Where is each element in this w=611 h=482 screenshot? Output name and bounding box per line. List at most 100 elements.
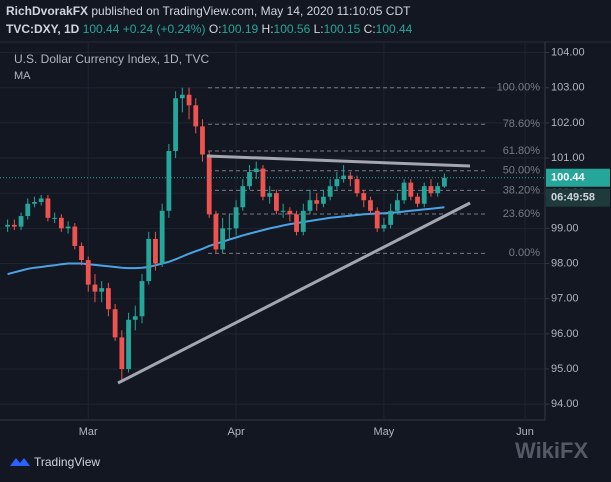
candle-body <box>186 94 192 106</box>
candle-body <box>368 200 373 211</box>
ohlc-key: L: <box>314 22 324 36</box>
fib-label: 38.20% <box>503 184 541 196</box>
change: +0.24 (+0.24%) <box>123 22 206 36</box>
candle-body <box>153 238 158 264</box>
candle-body <box>314 200 320 204</box>
brand: TradingView <box>34 455 100 469</box>
candle-body <box>106 288 111 310</box>
fib-label: 61.80% <box>503 145 541 157</box>
candle-body <box>300 210 306 232</box>
candle-body <box>11 224 17 227</box>
candle-body <box>18 216 24 227</box>
last-price-box <box>546 168 610 187</box>
x-tick-label: Apr <box>228 426 245 438</box>
x-tick-label: Mar <box>79 426 98 438</box>
candle-body <box>85 260 91 285</box>
candle-body <box>274 193 279 211</box>
candle-body <box>253 168 259 173</box>
candle-body <box>267 193 273 197</box>
candle-body <box>206 154 212 215</box>
candle-body <box>72 226 78 246</box>
candle-body <box>240 186 246 208</box>
trend-line <box>117 201 471 385</box>
candle-body <box>421 186 427 204</box>
countdown: 06:49:58 <box>551 192 595 204</box>
fib-label: 100.00% <box>497 82 541 94</box>
y-tick-label: 98.00 <box>551 257 579 269</box>
candle-body <box>38 198 44 202</box>
x-tick-label: May <box>374 426 395 438</box>
ohlc-key: O: <box>209 22 222 36</box>
candle-body <box>92 284 98 292</box>
countdown-box <box>546 188 610 207</box>
x-tick-label: Jun <box>516 426 534 438</box>
candle-body <box>200 126 205 155</box>
y-tick-label: 95.00 <box>551 363 579 375</box>
ohlc-key: C: <box>364 22 376 36</box>
candle-body <box>112 309 118 338</box>
candle-body <box>307 200 313 211</box>
y-tick-label: 104.00 <box>551 46 585 58</box>
candle-body <box>52 217 58 219</box>
candle-body <box>341 175 346 180</box>
candle-body <box>220 228 226 250</box>
trend-line <box>206 154 471 168</box>
y-tick-label: 103.00 <box>551 82 585 94</box>
candle-body <box>58 217 64 229</box>
candle-body <box>213 214 219 250</box>
y-tick-label: 101.00 <box>551 152 585 164</box>
y-tick-label: 99.00 <box>551 222 579 234</box>
axes: 94.0095.0096.0097.0098.0099.00100.00101.… <box>79 46 610 438</box>
candle-body <box>79 245 84 261</box>
candle-body <box>45 198 51 218</box>
candle-body <box>166 151 172 211</box>
candle-body <box>408 182 414 197</box>
chart-title: U.S. Dollar Currency Index, 1D, TVC <box>14 52 210 66</box>
ma-line <box>7 206 445 276</box>
candle-body <box>193 105 199 127</box>
candle-body <box>32 201 37 204</box>
candle-body <box>388 210 394 225</box>
fib-label: 23.60% <box>503 208 541 220</box>
watermark: WikiFX <box>515 438 588 463</box>
candle-body <box>354 179 360 194</box>
candle-body <box>126 319 131 370</box>
symbol: TVC:DXY, 1D <box>6 22 80 36</box>
candle-body <box>361 193 367 201</box>
candle-body <box>65 226 71 229</box>
candle-body <box>260 168 266 197</box>
candle-body <box>179 94 185 99</box>
candle-body <box>394 200 400 211</box>
candle-body <box>321 196 326 204</box>
candle-body <box>132 316 138 320</box>
publisher: RichDvorakFX <box>6 4 88 18</box>
y-tick-label: 102.00 <box>551 117 585 129</box>
candle-body <box>294 214 299 232</box>
plot: 100.00% 78.60% 61.80% 50.00% 38.20% 23.60% 0.0… <box>0 82 545 382</box>
last-price-label: 100.44 <box>551 172 586 184</box>
y-tick-label: 96.00 <box>551 328 579 340</box>
candle-body <box>428 186 434 194</box>
published-text: published on TradingView.com, May 14, 20… <box>91 4 411 18</box>
candle-body <box>247 172 252 187</box>
ma-legend: MA <box>14 70 31 82</box>
candle-body <box>442 177 447 187</box>
candle-body <box>119 337 125 370</box>
brand-logo <box>10 458 30 466</box>
candle-body <box>173 98 178 152</box>
candle-body <box>381 224 387 229</box>
candle-body <box>25 203 31 217</box>
candle-body <box>99 288 105 292</box>
candle-body <box>334 179 340 187</box>
ohlc-key: H: <box>262 22 274 36</box>
ohlc-value: 100.15 <box>324 22 361 36</box>
candle-body <box>226 228 232 230</box>
last: 100.44 <box>83 22 120 36</box>
candle-body <box>146 238 152 282</box>
y-tick-label: 94.00 <box>551 398 579 410</box>
ohlc-value: 100.19 <box>222 22 259 36</box>
ohlc-value: 100.44 <box>376 22 413 36</box>
fib-label: 50.00% <box>503 165 541 177</box>
